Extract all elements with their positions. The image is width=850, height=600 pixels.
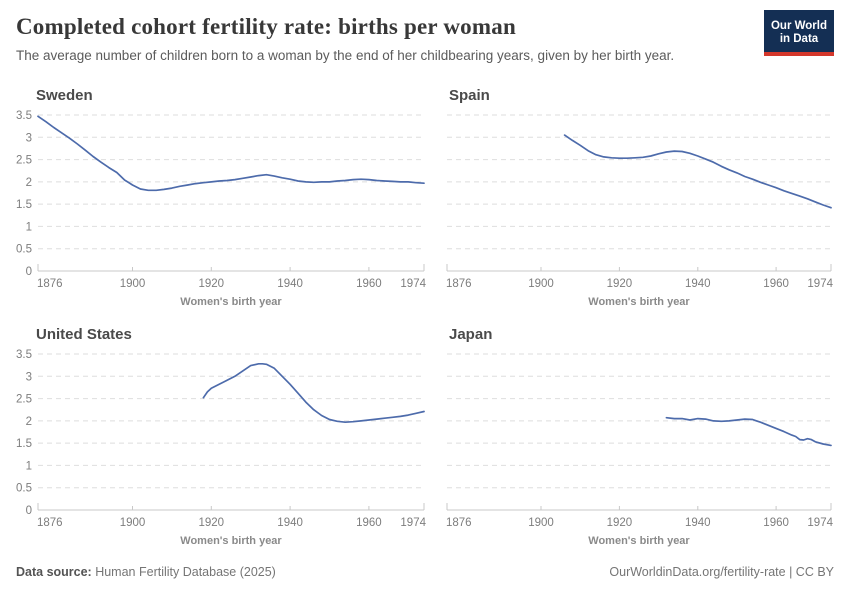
panel-sweden: Sweden 0 0.5 1 1.5 2 2.5 3 3.5 1876 1900 1920 1940 1…	[16, 75, 427, 312]
chart-header: Completed cohort fertility rate: births …	[16, 10, 834, 63]
fertility-line	[563, 134, 832, 209]
y-tick-label: 0.5	[16, 244, 32, 256]
fertility-line	[202, 362, 425, 424]
x-axis: 1876 1900 1920 1940 1960 1974	[446, 503, 834, 529]
chart-japan[interactable]: 1876 1900 1920 1940 1960 1974 Women's birth ye…	[441, 345, 834, 551]
x-tick-label: 1960	[356, 517, 382, 529]
x-tick-label: 1974	[807, 278, 833, 290]
x-tick-label: 1876	[446, 278, 472, 290]
line-series	[665, 416, 832, 447]
x-axis: 1876 1900 1920 1940 1960 1974	[37, 264, 427, 290]
data-source-value: Human Fertility Database (2025)	[91, 565, 276, 579]
panel-title-united-states: United States	[36, 326, 132, 343]
owid-logo-accent-bar	[764, 52, 834, 56]
license-link[interactable]: OurWorldinData.org/fertility-rate | CC B…	[609, 565, 834, 579]
y-tick-label: 3	[26, 371, 32, 383]
owid-logo-line2: in Data	[779, 33, 819, 45]
y-tick-label: 2	[26, 416, 32, 428]
y-tick-label: 3.5	[16, 349, 32, 361]
x-tick-label: 1900	[120, 278, 146, 290]
x-tick-label: 1900	[528, 278, 554, 290]
x-tick-label: 1876	[37, 517, 63, 529]
y-tick-label: 1.5	[16, 199, 32, 211]
y-tick-label: 0	[26, 505, 32, 517]
chart-spain[interactable]: 1876 1900 1920 1940 1960 1974 Women's birth ye…	[441, 106, 834, 312]
x-tick-label: 1920	[607, 517, 633, 529]
x-axis-title: Women's birth year	[180, 296, 282, 308]
line-series	[563, 134, 832, 209]
y-tick-label: 1.5	[16, 438, 32, 450]
y-tick-label: 3	[26, 132, 32, 144]
panel-title-japan: Japan	[449, 326, 493, 343]
y-tick-label: 3.5	[16, 110, 32, 122]
x-tick-label: 1920	[199, 517, 225, 529]
gridlines: 0 0.5 1 1.5 2 2.5 3 3.5	[16, 349, 424, 517]
page-subtitle: The average number of children born to a…	[16, 48, 675, 63]
x-tick-label: 1960	[763, 517, 789, 529]
x-axis-title: Women's birth year	[180, 535, 282, 547]
x-axis: 1876 1900 1920 1940 1960 1974	[446, 264, 834, 290]
x-tick-label: 1900	[528, 517, 554, 529]
panel-japan: Japan 1876 1900 1920 1940 1960 1974 Women's bi…	[441, 314, 834, 551]
x-axis-title: Women's birth year	[588, 535, 690, 547]
x-tick-label: 1960	[763, 278, 789, 290]
x-axis: 1876 1900 1920 1940 1960 1974	[37, 503, 427, 529]
gridlines	[447, 114, 831, 250]
gridlines	[447, 353, 831, 489]
page-title: Completed cohort fertility rate: births …	[16, 14, 516, 39]
data-source-note: Data source: Human Fertility Database (2…	[16, 565, 276, 579]
x-axis-title: Women's birth year	[588, 296, 690, 308]
panel-title-sweden: Sweden	[36, 87, 93, 104]
x-tick-label: 1876	[446, 517, 472, 529]
x-tick-label: 1974	[400, 278, 426, 290]
x-tick-label: 1974	[807, 517, 833, 529]
fertility-line	[37, 115, 425, 192]
x-tick-label: 1974	[400, 517, 426, 529]
y-tick-label: 2.5	[16, 155, 32, 167]
panel-title-spain: Spain	[449, 87, 490, 104]
gridlines: 0 0.5 1 1.5 2 2.5 3 3.5	[16, 110, 424, 278]
x-tick-label: 1920	[607, 278, 633, 290]
y-tick-label: 2	[26, 177, 32, 189]
fertility-line	[665, 416, 832, 447]
owid-logo-line1: Our World	[770, 20, 827, 32]
x-tick-label: 1900	[120, 517, 146, 529]
y-tick-label: 1	[26, 460, 32, 472]
x-tick-label: 1876	[37, 278, 63, 290]
x-tick-label: 1940	[685, 517, 711, 529]
y-tick-label: 0	[26, 266, 32, 278]
panel-spain: Spain 1876 1900 1920 1940 1960 1974 Women's bi…	[441, 75, 834, 312]
data-source-label: Data source:	[16, 565, 92, 579]
owid-logo[interactable]: Our World in Data	[764, 10, 834, 56]
line-series	[37, 115, 425, 192]
x-tick-label: 1940	[277, 278, 303, 290]
x-tick-label: 1920	[199, 278, 225, 290]
x-tick-label: 1940	[685, 278, 711, 290]
x-tick-label: 1960	[356, 278, 382, 290]
panel-united-states: United States 0 0.5 1 1.5 2 2.5 3 3.5 1876 1900 19…	[16, 314, 427, 551]
facet-grid: Sweden 0 0.5 1 1.5 2 2.5 3 3.5 1876 1900 1920 1940 1…	[16, 75, 834, 551]
chart-united-states[interactable]: 0 0.5 1 1.5 2 2.5 3 3.5 1876 1900 1920 1940 1960 1974…	[16, 345, 427, 551]
y-tick-label: 0.5	[16, 483, 32, 495]
chart-sweden[interactable]: 0 0.5 1 1.5 2 2.5 3 3.5 1876 1900 1920 1940 1960 1974…	[16, 106, 427, 312]
chart-footer: Data source: Human Fertility Database (2…	[16, 565, 834, 579]
y-tick-label: 2.5	[16, 394, 32, 406]
line-series	[202, 362, 425, 424]
x-tick-label: 1940	[277, 517, 303, 529]
y-tick-label: 1	[26, 221, 32, 233]
